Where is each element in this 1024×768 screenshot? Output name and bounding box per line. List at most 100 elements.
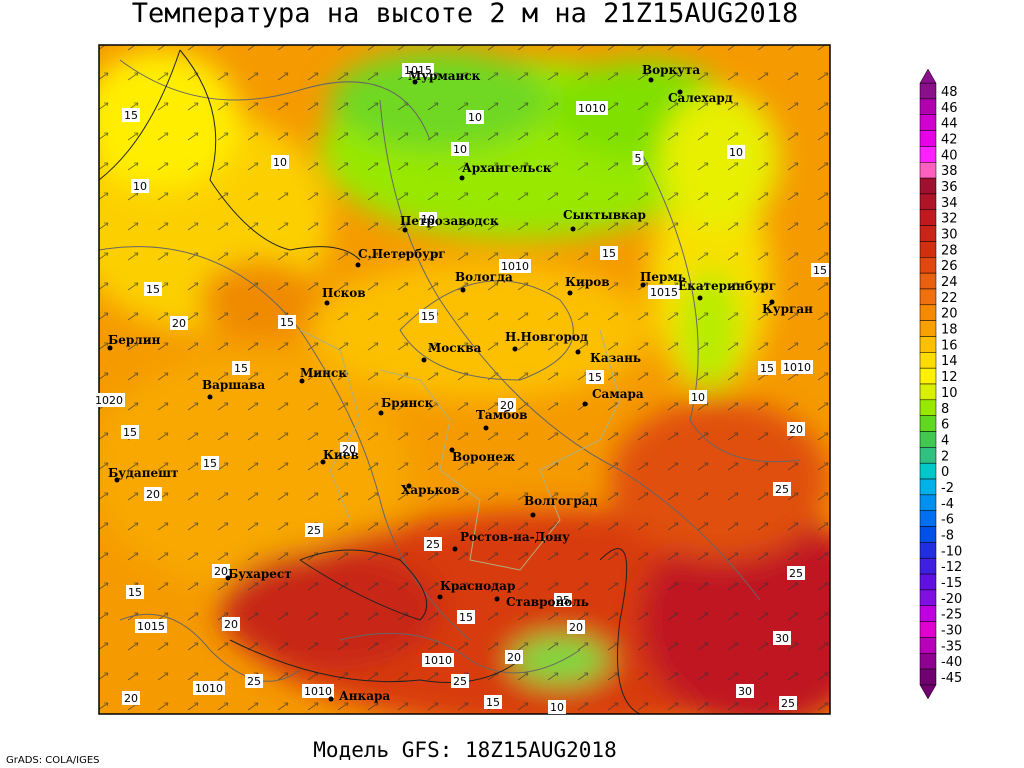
colorbar-cell xyxy=(919,146,937,163)
colorbar-label: 2 xyxy=(941,449,949,464)
contour-label-bg xyxy=(689,390,707,404)
colorbar-cell xyxy=(919,209,937,226)
colorbar-cell xyxy=(919,352,937,369)
colorbar-label: -10 xyxy=(941,544,962,559)
contour-label-bg xyxy=(305,523,323,537)
colorbar-label: 4 xyxy=(941,433,949,448)
colorbar-cell xyxy=(919,257,937,274)
contour-label: 15 xyxy=(813,264,827,277)
city-label: Варшава xyxy=(202,378,265,392)
colorbar-cell xyxy=(919,241,937,258)
city-dot xyxy=(225,575,231,581)
colorbar-label: 8 xyxy=(941,402,949,417)
contour-label: 1010 xyxy=(304,685,332,698)
city-dot xyxy=(324,300,330,306)
city-dot xyxy=(483,425,489,431)
contour-label: 15 xyxy=(124,109,138,122)
city-label: Воронеж xyxy=(452,450,515,464)
contour-label-bg xyxy=(505,650,523,664)
contour-label-bg xyxy=(271,155,289,169)
colorbar-cell xyxy=(919,367,937,385)
contour-label: 15 xyxy=(234,362,248,375)
colorbar-cell xyxy=(919,478,937,496)
contour-label: 15 xyxy=(123,426,137,439)
contour-label-bg xyxy=(144,487,162,501)
colorbar-cell xyxy=(919,431,937,448)
contour-label-bg xyxy=(135,619,167,633)
contour-label-bg xyxy=(773,631,791,645)
city-label: Псков xyxy=(322,286,366,300)
colorbar-cell xyxy=(919,399,937,416)
colorbar-label: 16 xyxy=(941,338,958,353)
city-dot xyxy=(320,459,326,465)
city-label: Анкара xyxy=(339,689,390,703)
colorbar-label: -6 xyxy=(941,513,954,528)
contour-label: 25 xyxy=(781,697,795,710)
contour-label: 25 xyxy=(426,538,440,551)
city-dot xyxy=(494,596,500,602)
contour-label-bg xyxy=(121,425,139,439)
city-dot xyxy=(107,345,113,351)
city-label: Н.Новгород xyxy=(505,330,588,344)
colorbar-cell xyxy=(919,573,937,591)
colorbar-cell xyxy=(919,494,937,511)
contour-label: 15 xyxy=(459,611,473,624)
contour-label: 1010 xyxy=(578,102,606,115)
colorbar-label: -35 xyxy=(941,639,962,654)
contour-label-bg xyxy=(787,422,805,436)
colorbar-label: 22 xyxy=(941,291,958,306)
contour-label-bg xyxy=(232,361,250,375)
contour-label: 10 xyxy=(421,213,435,226)
colorbar-cell xyxy=(919,605,937,622)
colorbar-label: 44 xyxy=(941,117,958,132)
city-label: Воркута xyxy=(642,63,700,77)
map-frame xyxy=(98,44,831,715)
colorbar-label: 42 xyxy=(941,133,958,148)
contour-label-bg xyxy=(402,63,434,77)
colorbar-cell xyxy=(919,320,937,337)
colorbar-cell xyxy=(919,415,937,432)
contour-label-bg xyxy=(632,151,644,165)
contour-label-bg xyxy=(419,309,437,323)
contour-label: 1010 xyxy=(195,682,223,695)
contour-label: 15 xyxy=(588,371,602,384)
colorbar-label: -45 xyxy=(941,671,962,686)
colorbar-cell xyxy=(919,288,937,306)
colorbar-cell xyxy=(919,589,937,606)
city-label: Будапешт xyxy=(108,466,178,480)
city-dot xyxy=(328,696,334,702)
colorbar-label: 6 xyxy=(941,418,949,433)
contour-label-bg xyxy=(779,696,797,710)
colorbar-label: 10 xyxy=(941,386,958,401)
city-label: Салехард xyxy=(668,91,733,105)
contour-label: 10 xyxy=(273,156,287,169)
contour-label: 1010 xyxy=(783,361,811,374)
city-label: Берлин xyxy=(108,333,161,347)
city-label: Петрозаводск xyxy=(400,214,499,228)
colorbar-cell xyxy=(919,383,937,401)
colorbar-label: 18 xyxy=(941,323,958,338)
contour-label-bg xyxy=(122,108,140,122)
colorbar-label: 30 xyxy=(941,228,958,243)
contour-label: 20 xyxy=(342,443,356,456)
contour-label: 10 xyxy=(133,180,147,193)
contour-label-bg xyxy=(811,263,829,277)
contour-label-bg xyxy=(170,316,188,330)
city-label: Бухарест xyxy=(228,567,292,581)
contour-label-bg xyxy=(278,315,296,329)
city-label: Ростов-на-Дону xyxy=(460,530,570,544)
contour-label: 10 xyxy=(691,391,705,404)
contour-label-bg xyxy=(126,585,144,599)
contour-label-bg xyxy=(736,684,754,698)
city-label: Екатеринбург xyxy=(678,279,776,293)
contour-label-bg xyxy=(648,285,680,299)
title: Температура на высоте 2 м на 21Z15AUG201… xyxy=(132,0,798,29)
colorbar-label: 40 xyxy=(941,148,958,163)
contour-label-bg xyxy=(758,361,776,375)
colorbar-cell xyxy=(919,447,937,464)
contour-label-bg xyxy=(787,566,805,580)
city-label: Архангельск xyxy=(462,161,552,175)
colorbar-label: 0 xyxy=(941,465,949,480)
contour-label-bg xyxy=(222,617,240,631)
city-dot xyxy=(648,77,654,83)
